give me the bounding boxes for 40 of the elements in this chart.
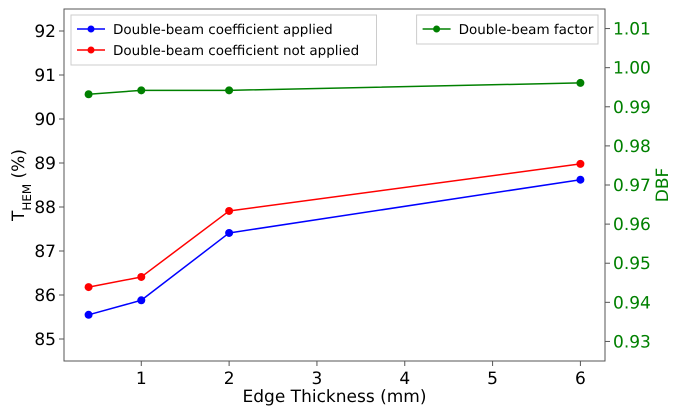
point [576, 78, 584, 87]
point [137, 86, 146, 94]
y-tick-label: 85 [34, 330, 56, 350]
y2-tick-label: 0.95 [613, 254, 651, 274]
x-axis-title: Edge Thickness (mm) [242, 387, 426, 407]
point [225, 206, 234, 215]
y2-tick-label: 0.93 [613, 332, 651, 352]
point [84, 90, 93, 98]
x-tick-label: 5 [487, 369, 498, 389]
x-tick-label: 6 [574, 369, 586, 389]
y-tick-label: 86 [34, 286, 56, 306]
x-tick-label: 3 [312, 369, 322, 389]
point [225, 228, 234, 237]
legend-label: Double-beam coefficient not applied [113, 43, 360, 59]
y-tick-label: 91 [34, 66, 56, 86]
y2-tick-label: 0.98 [613, 136, 651, 157]
y2-tick-label: 0.97 [613, 176, 651, 196]
y2-tick-label: 0.96 [613, 215, 651, 236]
x-tick-label: 4 [399, 369, 410, 389]
y-tick-label: 92 [34, 22, 56, 42]
y-tick-label: 90 [34, 110, 56, 130]
y-tick-label: 88 [34, 198, 56, 218]
y2-tick-label: 0.99 [613, 98, 651, 118]
point [84, 283, 93, 292]
y2-tick-label: 0.94 [613, 293, 651, 314]
legend-label: Double-beam coefficient applied [113, 22, 333, 38]
y-tick-label: 89 [34, 154, 56, 174]
y2-axis-title: DBF [653, 168, 673, 202]
y2-tick-label: 1.01 [613, 20, 651, 40]
x-tick-label: 1 [136, 369, 147, 389]
point [84, 310, 93, 319]
y2-tick-label: 1.00 [613, 58, 651, 79]
x-tick-label: 2 [224, 369, 235, 389]
point [137, 272, 146, 281]
point [576, 176, 584, 184]
y-tick-label: 87 [34, 242, 56, 262]
legend-label: Double-beam factor [458, 22, 594, 38]
point [225, 86, 234, 94]
point [137, 296, 146, 304]
point [576, 160, 584, 168]
